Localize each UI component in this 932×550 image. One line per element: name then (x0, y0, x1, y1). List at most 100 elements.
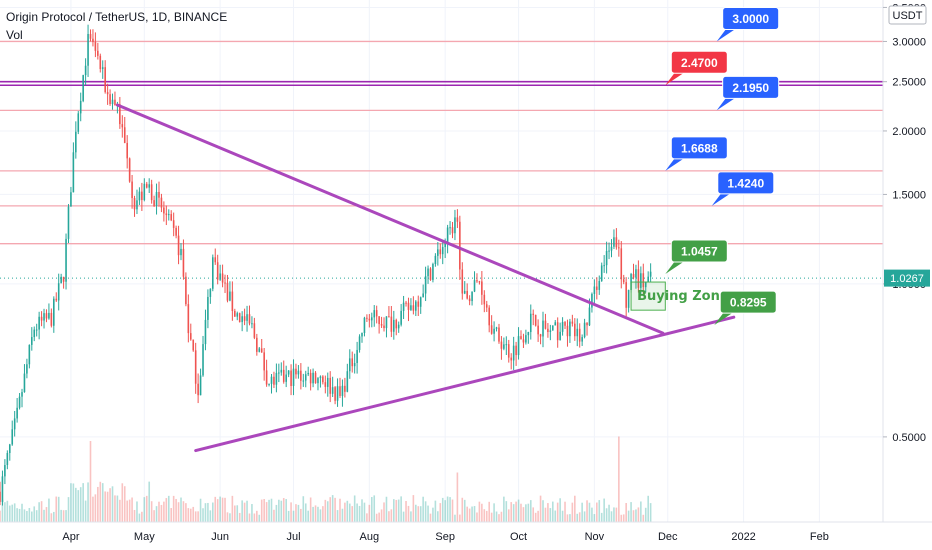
candle-body (493, 328, 495, 334)
volume-bar (520, 503, 522, 522)
candle-body (153, 200, 155, 206)
volume-bar (544, 507, 547, 522)
candle-body (407, 302, 410, 310)
time-axis[interactable]: Apr May Jun Jul Aug Sep Oct Nov Dec 2022 Feb (62, 531, 829, 543)
volume-bar (89, 441, 92, 522)
volume-bar (334, 497, 336, 522)
candle-body (571, 321, 574, 324)
candle-body (529, 313, 532, 333)
price-label-text: 1.4240 (727, 176, 764, 190)
candle-body (329, 377, 332, 394)
volume-bar (366, 513, 368, 522)
price-label-box (722, 6, 780, 30)
candle-body (644, 282, 647, 288)
candle-body (610, 246, 613, 251)
candle-body (40, 316, 43, 321)
candle-body (77, 113, 80, 132)
volume-bar (322, 506, 324, 522)
candle-body (395, 319, 398, 329)
candle-body (603, 265, 605, 267)
volume-bar (627, 510, 630, 522)
volume-bar (613, 507, 615, 522)
candle-body (101, 67, 104, 70)
volume-indicator-label[interactable]: Vol (6, 28, 23, 42)
candle-body (67, 206, 70, 239)
price-label: 0.8295 (714, 290, 777, 326)
candle-body (221, 273, 224, 283)
volume-bar (649, 503, 652, 522)
volume-bar (410, 511, 412, 522)
volume-bar (642, 514, 645, 522)
currency-button[interactable] (888, 5, 927, 25)
volume-bar (630, 502, 632, 522)
candle-body (199, 375, 202, 396)
candle-body (150, 184, 153, 201)
candle-body (390, 316, 393, 332)
candle-body (439, 249, 442, 255)
volume-bar (229, 513, 231, 522)
candle-body (463, 290, 466, 294)
volume-bar (329, 497, 332, 522)
candle-body (410, 305, 412, 310)
volume-bar (380, 509, 383, 522)
volume-bar (275, 504, 278, 522)
candle-body (559, 331, 561, 341)
volume-bar (307, 510, 309, 522)
volume-bar (388, 511, 390, 522)
volume-bar (187, 508, 190, 522)
candle-body (297, 370, 300, 375)
candle-body (180, 248, 182, 256)
buying-zone[interactable]: Buying Zone (630, 281, 729, 311)
volume-bar (224, 497, 226, 522)
volume-bar (405, 501, 407, 522)
candle-body (588, 307, 591, 326)
price-label-text: 1.0457 (681, 245, 718, 259)
candle-body (322, 376, 324, 383)
candle-body (280, 369, 283, 373)
volume-bar (324, 499, 327, 522)
candle-body (637, 269, 640, 288)
candle-body (424, 276, 427, 294)
trendline (194, 315, 736, 453)
volume-bar (373, 495, 376, 522)
volume-bar (258, 514, 261, 522)
volume-bar (397, 499, 400, 522)
volume-bar (4, 502, 6, 522)
candle-body (459, 221, 461, 270)
price-label: 2.1950 (716, 75, 780, 111)
volume-bar (114, 495, 116, 522)
candle-body (13, 418, 16, 430)
candle-body (326, 377, 329, 387)
volume-bar (109, 488, 111, 522)
candle-body (598, 280, 601, 290)
candle-body (145, 183, 148, 188)
volume-bar (383, 502, 385, 522)
candle-body (16, 407, 18, 419)
volume-bar (451, 499, 454, 522)
volume-bar (55, 496, 58, 522)
volume-bar (598, 500, 601, 522)
volume-bar (358, 505, 361, 522)
volume-bar (167, 495, 170, 522)
volume-bar (529, 500, 532, 522)
volume-bar (295, 504, 297, 522)
volume-bar (471, 506, 473, 522)
candle-body (517, 336, 520, 356)
candle-body (393, 319, 395, 332)
volume-bar (395, 499, 398, 522)
volume-bar (461, 497, 464, 522)
candle-body (620, 248, 623, 280)
volume-bar (424, 501, 427, 522)
price-label-box (719, 290, 777, 314)
candle-body (35, 329, 38, 331)
volume-bar (476, 512, 478, 522)
volume-bar (556, 502, 559, 522)
volume-bar (368, 504, 371, 522)
volume-bar (444, 500, 446, 522)
buying-zone-box[interactable] (630, 281, 666, 311)
candle-body (331, 387, 334, 394)
volume-bar (319, 509, 322, 522)
candle-body (581, 337, 583, 342)
